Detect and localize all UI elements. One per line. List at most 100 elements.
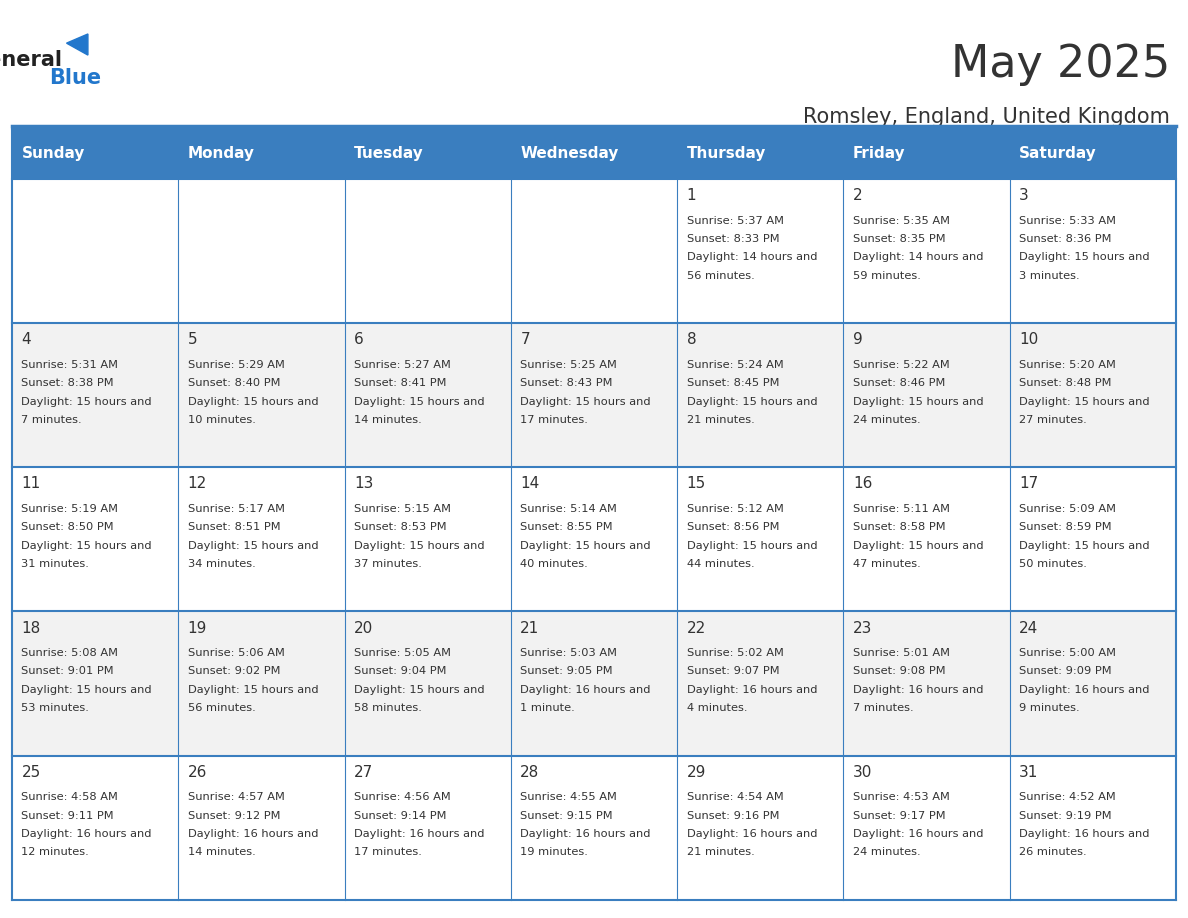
Text: 44 minutes.: 44 minutes. [687,559,754,569]
Text: Sunset: 8:51 PM: Sunset: 8:51 PM [188,522,280,532]
Bar [843,179,1010,323]
Text: Daylight: 16 hours and: Daylight: 16 hours and [687,829,817,839]
Text: 11: 11 [21,476,40,491]
Text: 3 minutes.: 3 minutes. [1019,271,1080,281]
Text: Sunrise: 5:37 AM: Sunrise: 5:37 AM [687,216,784,226]
Text: 10 minutes.: 10 minutes. [188,415,255,425]
Text: 9: 9 [853,332,862,347]
Text: Daylight: 15 hours and: Daylight: 15 hours and [520,541,651,551]
Text: General: General [0,50,62,70]
Text: Sunset: 9:02 PM: Sunset: 9:02 PM [188,666,280,677]
Bar [511,179,677,323]
Bar [677,756,843,900]
Text: Sunset: 8:48 PM: Sunset: 8:48 PM [1019,378,1112,388]
Text: 1 minute.: 1 minute. [520,703,575,713]
Text: 58 minutes.: 58 minutes. [354,703,422,713]
Bar [178,323,345,467]
Text: Sunrise: 5:02 AM: Sunrise: 5:02 AM [687,648,784,658]
Text: Sunset: 8:41 PM: Sunset: 8:41 PM [354,378,447,388]
Text: Sunrise: 5:11 AM: Sunrise: 5:11 AM [853,504,950,514]
Bar [178,611,345,756]
Text: Wednesday: Wednesday [520,146,619,162]
Text: 59 minutes.: 59 minutes. [853,271,921,281]
Text: 25: 25 [21,765,40,779]
Text: Sunrise: 5:35 AM: Sunrise: 5:35 AM [853,216,950,226]
Text: Sunrise: 4:58 AM: Sunrise: 4:58 AM [21,792,119,802]
Bar [12,179,178,323]
Text: Daylight: 16 hours and: Daylight: 16 hours and [687,685,817,695]
Text: 40 minutes.: 40 minutes. [520,559,588,569]
Text: Sunset: 9:05 PM: Sunset: 9:05 PM [520,666,613,677]
Text: Sunset: 8:40 PM: Sunset: 8:40 PM [188,378,280,388]
Text: Monday: Monday [188,146,254,162]
Text: Sunset: 9:12 PM: Sunset: 9:12 PM [188,811,280,821]
Text: 13: 13 [354,476,373,491]
Text: Daylight: 16 hours and: Daylight: 16 hours and [520,685,651,695]
Text: Sunset: 9:08 PM: Sunset: 9:08 PM [853,666,946,677]
Text: Sunrise: 5:08 AM: Sunrise: 5:08 AM [21,648,119,658]
Text: 7 minutes.: 7 minutes. [21,415,82,425]
Text: Daylight: 16 hours and: Daylight: 16 hours and [1019,685,1150,695]
Bar [843,756,1010,900]
Text: Daylight: 16 hours and: Daylight: 16 hours and [520,829,651,839]
Text: 31: 31 [1019,765,1038,779]
Text: 10: 10 [1019,332,1038,347]
Text: 34 minutes.: 34 minutes. [188,559,255,569]
Text: 7 minutes.: 7 minutes. [853,703,914,713]
Text: 17 minutes.: 17 minutes. [520,415,588,425]
Text: 56 minutes.: 56 minutes. [188,703,255,713]
Polygon shape [67,34,88,55]
Text: Daylight: 16 hours and: Daylight: 16 hours and [188,829,318,839]
Text: Sunrise: 5:00 AM: Sunrise: 5:00 AM [1019,648,1117,658]
Bar [12,129,1176,179]
Text: Daylight: 15 hours and: Daylight: 15 hours and [853,397,984,407]
Text: 14 minutes.: 14 minutes. [354,415,422,425]
Bar [178,179,345,323]
Text: Sunrise: 5:20 AM: Sunrise: 5:20 AM [1019,360,1117,370]
Text: Sunset: 8:35 PM: Sunset: 8:35 PM [853,234,946,244]
Text: Sunrise: 4:53 AM: Sunrise: 4:53 AM [853,792,950,802]
Text: 12 minutes.: 12 minutes. [21,847,89,857]
Bar [178,756,345,900]
Text: Daylight: 15 hours and: Daylight: 15 hours and [21,685,152,695]
Text: 19: 19 [188,621,207,635]
Text: Sunrise: 5:06 AM: Sunrise: 5:06 AM [188,648,285,658]
Text: Sunset: 8:50 PM: Sunset: 8:50 PM [21,522,114,532]
Bar [511,467,677,611]
Text: 24 minutes.: 24 minutes. [853,415,921,425]
Text: 24: 24 [1019,621,1038,635]
Text: Daylight: 16 hours and: Daylight: 16 hours and [1019,829,1150,839]
Text: Friday: Friday [853,146,905,162]
Text: Sunrise: 5:31 AM: Sunrise: 5:31 AM [21,360,119,370]
Text: 4: 4 [21,332,31,347]
Text: Sunset: 9:01 PM: Sunset: 9:01 PM [21,666,114,677]
Text: Sunrise: 4:56 AM: Sunrise: 4:56 AM [354,792,450,802]
Text: Sunrise: 5:25 AM: Sunrise: 5:25 AM [520,360,618,370]
Bar [511,611,677,756]
Text: 21 minutes.: 21 minutes. [687,415,754,425]
Text: 12: 12 [188,476,207,491]
Text: 28: 28 [520,765,539,779]
Text: Sunrise: 4:54 AM: Sunrise: 4:54 AM [687,792,783,802]
Text: 19 minutes.: 19 minutes. [520,847,588,857]
Text: Sunrise: 5:29 AM: Sunrise: 5:29 AM [188,360,285,370]
Bar [12,756,178,900]
Text: 31 minutes.: 31 minutes. [21,559,89,569]
Text: 50 minutes.: 50 minutes. [1019,559,1087,569]
Text: Sunset: 9:17 PM: Sunset: 9:17 PM [853,811,946,821]
Text: Daylight: 15 hours and: Daylight: 15 hours and [1019,541,1150,551]
Text: Sunrise: 5:05 AM: Sunrise: 5:05 AM [354,648,451,658]
Text: Sunrise: 5:33 AM: Sunrise: 5:33 AM [1019,216,1117,226]
Text: Sunday: Sunday [21,146,84,162]
Bar [511,323,677,467]
Text: 21 minutes.: 21 minutes. [687,847,754,857]
Text: Daylight: 15 hours and: Daylight: 15 hours and [853,541,984,551]
Text: Sunset: 8:46 PM: Sunset: 8:46 PM [853,378,946,388]
Text: Sunrise: 5:24 AM: Sunrise: 5:24 AM [687,360,783,370]
Bar [1010,179,1176,323]
Text: 24 minutes.: 24 minutes. [853,847,921,857]
Bar [12,611,178,756]
Text: 22: 22 [687,621,706,635]
Text: Sunset: 8:55 PM: Sunset: 8:55 PM [520,522,613,532]
Text: 6: 6 [354,332,364,347]
